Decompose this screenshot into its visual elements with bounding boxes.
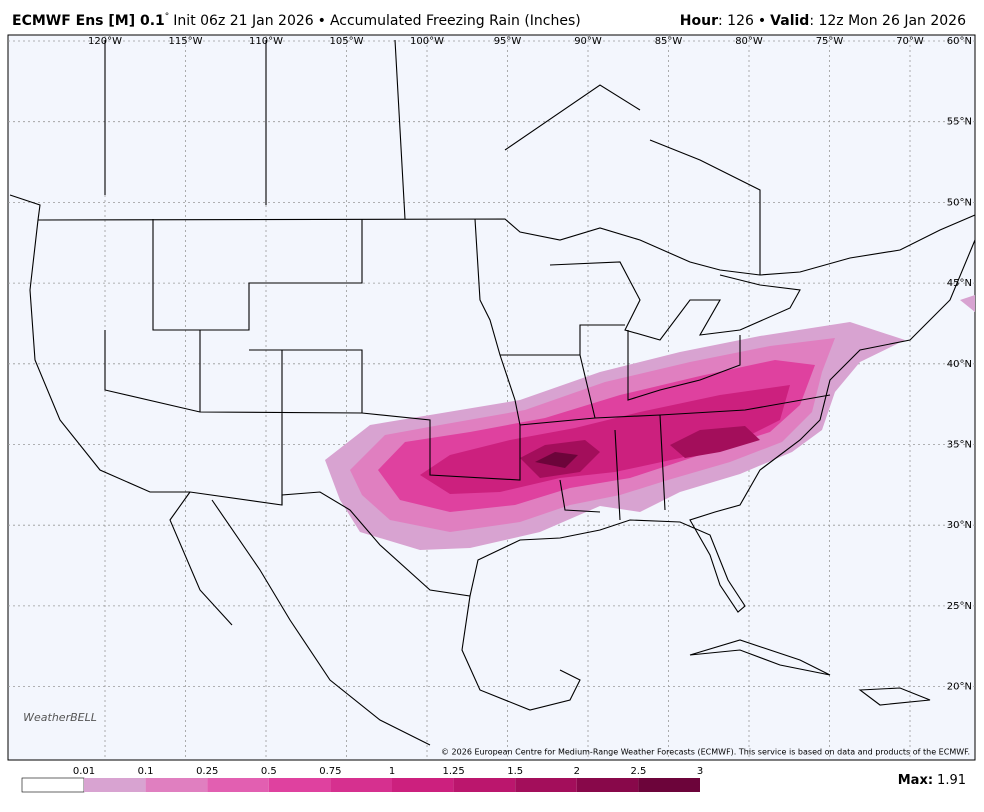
- product: Accumulated Freezing Rain (Inches): [330, 13, 581, 29]
- max-label: Max: [898, 773, 929, 788]
- longitude-label: 85°W: [655, 36, 683, 47]
- colorbar-segment: [330, 778, 392, 792]
- latitude-label: 40°N: [947, 359, 972, 370]
- longitude-label: 105°W: [330, 36, 364, 47]
- colorbar-segment: [145, 778, 208, 792]
- colorbar-label: 2: [574, 766, 580, 777]
- header-right: Hour: 126 • Valid: 12z Mon 26 Jan 2026: [680, 13, 966, 29]
- colorbar-segment: [268, 778, 331, 792]
- header-left: ECMWF Ens [M] 0.1° Init 06z 21 Jan 2026 • A…: [12, 12, 581, 30]
- colorbar-label: 0.25: [196, 766, 218, 777]
- colorbar-segment: [207, 778, 269, 792]
- latitude-label: 55°N: [947, 117, 972, 128]
- colorbar-label: 0.75: [319, 766, 341, 777]
- colorbar-segment: [392, 778, 454, 792]
- separator: •: [758, 13, 766, 29]
- max: Max: 1.91: [898, 773, 966, 788]
- colorbar-segment: [84, 778, 146, 792]
- colorbar-label: 1: [389, 766, 395, 777]
- latitude-label: 60°N: [947, 36, 972, 47]
- logo: WeatherBELL: [23, 711, 97, 724]
- longitude-label: 75°W: [816, 36, 844, 47]
- latitude-label: 20°N: [947, 682, 972, 693]
- degree: °: [165, 12, 170, 22]
- separator: •: [318, 13, 326, 29]
- max-value: 1.91: [937, 773, 966, 788]
- boundaries: [9, 39, 976, 746]
- colorbar-segment: [515, 778, 577, 792]
- latitude-label: 50°N: [947, 197, 972, 208]
- longitude-label: 110°W: [249, 36, 283, 47]
- valid-label: Valid: [770, 13, 809, 29]
- colorbar-segment: [453, 778, 516, 792]
- longitude-label: 70°W: [896, 36, 924, 47]
- longitude-label: 120°W: [88, 36, 122, 47]
- latitude-label: 45°N: [947, 278, 972, 289]
- colorbar-label: 0.1: [138, 766, 154, 777]
- colorbar-label: 1.25: [442, 766, 464, 777]
- longitude-label: 115°W: [169, 36, 203, 47]
- latitude-label: 35°N: [947, 440, 972, 451]
- copyright: © 2026 European Centre for Medium-Range …: [441, 748, 970, 757]
- colorbar-label: 0.01: [73, 766, 95, 777]
- colorbar-segment: [576, 778, 639, 792]
- longitude-label: 80°W: [735, 36, 763, 47]
- colorbar: 0.01 0.1 0.25 0.5 0.75 1 1.25 1.5 2 2.5 3: [21, 766, 703, 793]
- latitude-label: 25°N: [947, 601, 972, 612]
- model: ECMWF Ens [M] 0.1: [12, 13, 165, 29]
- init: Init 06z 21 Jan 2026: [173, 13, 313, 29]
- longitude-label: 95°W: [494, 36, 522, 47]
- longitude-label: 100°W: [410, 36, 444, 47]
- longitude-label: 90°W: [574, 36, 602, 47]
- valid-value: : 12z Mon 26 Jan 2026: [809, 13, 966, 29]
- colorbar-label: 3: [697, 766, 703, 777]
- colorbar-label: 1.5: [507, 766, 523, 777]
- latitude-label: 30°N: [947, 520, 972, 531]
- colorbar-below: [21, 777, 85, 793]
- hour-value: : 126: [718, 13, 754, 29]
- colorbar-label: 0.5: [261, 766, 277, 777]
- hour-label: Hour: [680, 13, 718, 29]
- colorbar-label: 2.5: [630, 766, 646, 777]
- colorbar-segment: [638, 778, 700, 792]
